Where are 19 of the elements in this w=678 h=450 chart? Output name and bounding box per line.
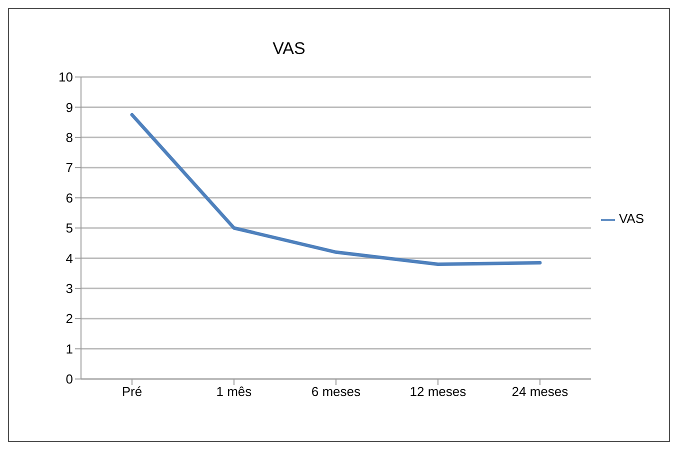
x-tick-label: 24 meses xyxy=(512,384,569,400)
y-tick-label: 6 xyxy=(66,190,73,206)
y-tick-label: 3 xyxy=(66,281,73,296)
line-series xyxy=(130,113,542,266)
x-tick-label: 6 meses xyxy=(311,384,362,400)
y-tick-label: 2 xyxy=(66,311,73,326)
y-tick-label: 10 xyxy=(58,70,73,85)
y-tick-label: 1 xyxy=(66,341,73,356)
y-tick-label: 0 xyxy=(66,372,73,387)
y-tick-label: 9 xyxy=(66,100,73,115)
y-tick-label: 4 xyxy=(66,250,73,266)
x-tick-label: Pré xyxy=(122,384,142,400)
y-tick-label: 8 xyxy=(66,130,73,146)
x-tick-label: 12 meses xyxy=(410,384,467,400)
legend-label: VAS xyxy=(618,211,644,226)
x-tick-label: 1 mês xyxy=(216,384,252,400)
y-tick-label: 7 xyxy=(66,160,73,176)
chart-title: VAS xyxy=(272,39,306,59)
y-tick-label: 5 xyxy=(66,220,73,236)
